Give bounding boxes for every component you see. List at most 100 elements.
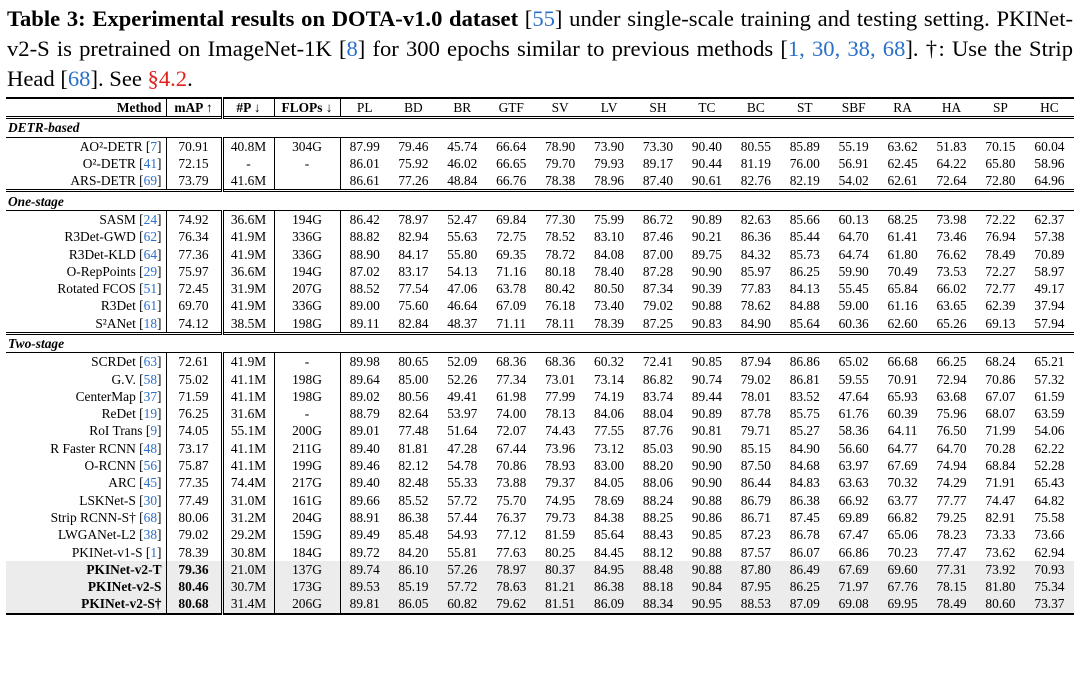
method-cell: ReDet [19]	[101, 406, 162, 422]
map-cell: 73.17	[165, 439, 222, 457]
score-cell: 66.64	[496, 138, 527, 154]
citation[interactable]: 45	[143, 475, 158, 491]
caption: Table 3: Experimental results on DOTA-v1…	[7, 4, 1073, 94]
score-cell: 79.62	[486, 595, 536, 615]
citation[interactable]: 19	[143, 406, 158, 422]
caption-text: ]. See	[90, 66, 148, 91]
citation[interactable]: 38	[143, 527, 158, 543]
citation[interactable]: 68	[143, 509, 158, 525]
score-cell: 86.49	[780, 560, 830, 579]
method-name: PKINet-v1-S	[71, 544, 143, 560]
citation[interactable]: 1, 30, 38, 68	[787, 36, 906, 61]
column-header: SH	[649, 100, 667, 116]
score-cell: 88.48	[633, 560, 683, 579]
score-cell: 82.12	[398, 458, 429, 474]
method-name: RoI Trans	[89, 423, 143, 439]
score-cell: 74.00	[496, 406, 527, 422]
score-cell: 77.31	[927, 560, 976, 579]
score-cell: 84.17	[398, 246, 429, 262]
score-cell: 64.70	[838, 229, 869, 245]
score-cell: 63.78	[496, 281, 527, 297]
citation[interactable]: 41	[143, 156, 158, 172]
score-cell: 90.84	[682, 578, 732, 596]
flops-cell: 211G	[273, 439, 340, 457]
score-cell: 67.47	[838, 527, 869, 543]
map-cell: 74.92	[165, 210, 222, 229]
score-cell: 83.17	[398, 263, 429, 279]
score-cell: 73.96	[545, 440, 576, 456]
citation[interactable]: 48	[143, 440, 158, 456]
score-cell: 62.39	[985, 298, 1016, 314]
citation[interactable]: 68	[67, 66, 91, 91]
score-cell: 87.80	[731, 560, 781, 579]
map-cell: 80.46	[165, 578, 222, 596]
method-name: ReDet	[101, 406, 136, 422]
citation[interactable]: 63	[143, 354, 158, 370]
score-cell: 90.95	[682, 595, 732, 615]
citation[interactable]: 37	[143, 388, 158, 404]
score-cell: 65.06	[887, 527, 918, 543]
score-cell: 84.83	[789, 475, 820, 491]
score-cell: 64.11	[887, 423, 918, 439]
params-cell: 41.9M	[220, 245, 274, 263]
citation[interactable]: 58	[143, 371, 158, 387]
section-link[interactable]: §4.2	[147, 66, 188, 91]
citation[interactable]: 8	[346, 36, 358, 61]
flops-cell: 336G	[273, 245, 340, 263]
score-cell: 72.77	[985, 281, 1016, 297]
table-row: SCRDet [63] 72.61 41.9M -89.98 80.65 52.09 68.…	[6, 352, 1074, 371]
score-cell: 90.88	[691, 298, 722, 314]
score-cell: 90.89	[691, 406, 722, 422]
score-cell: 69.95	[878, 595, 928, 615]
citation[interactable]: 56	[143, 458, 158, 474]
score-cell: 83.10	[594, 229, 625, 245]
score-cell: 64.82	[1034, 492, 1065, 508]
citation[interactable]: 18	[143, 315, 158, 331]
score-cell: 59.00	[838, 298, 869, 314]
score-cell: 71.91	[985, 475, 1016, 491]
citation[interactable]: 64	[143, 246, 158, 262]
score-cell: 90.39	[691, 281, 722, 297]
score-cell: 81.21	[535, 578, 585, 596]
citation[interactable]: 29	[143, 263, 158, 279]
citation[interactable]: 51	[143, 281, 158, 297]
flops-cell: 206G	[273, 595, 340, 615]
score-cell: 88.20	[642, 458, 674, 474]
method-name: ARC	[108, 475, 136, 491]
score-cell: 51.64	[447, 423, 478, 439]
params-cell: 41.9M	[220, 228, 274, 246]
table-row: R Faster RCNN [48] 73.17 41.1M 211G 89.40 81.…	[6, 439, 1074, 457]
score-cell: 88.82	[339, 228, 389, 246]
score-cell: 87.00	[642, 246, 674, 262]
score-cell: 67.69	[829, 560, 879, 579]
score-cell: 77.48	[398, 423, 429, 439]
citation[interactable]: 30	[143, 492, 158, 508]
citation[interactable]: 9	[150, 423, 158, 439]
params-cell: 21.0M	[220, 560, 274, 579]
citation[interactable]: 62	[143, 229, 158, 245]
score-cell: 78.15	[927, 578, 976, 596]
score-cell: 78.49	[927, 595, 976, 615]
score-cell: 68.24	[985, 354, 1016, 370]
citation[interactable]: 7	[150, 138, 158, 154]
params-cell: 31.0M	[220, 491, 274, 509]
score-cell: 83.52	[789, 388, 820, 404]
score-cell: 89.75	[691, 246, 722, 262]
score-cell: 87.02	[339, 262, 389, 280]
score-cell: 82.19	[789, 173, 820, 189]
score-cell: 89.98	[339, 352, 389, 371]
map-cell: 80.68	[165, 595, 222, 615]
citation[interactable]: 55	[532, 6, 555, 31]
citation[interactable]: 1	[150, 544, 158, 560]
method-cell: CenterMap [37]	[75, 388, 162, 404]
score-cell: 79.71	[740, 423, 771, 439]
score-cell: 88.52	[339, 279, 389, 298]
score-cell: 62.60	[887, 315, 918, 331]
params-cell: 36.6M	[220, 262, 274, 280]
score-cell: 63.65	[936, 298, 967, 314]
citation[interactable]: 69	[143, 173, 158, 189]
flops-cell: 336G	[273, 297, 340, 315]
score-cell: 47.28	[447, 440, 478, 456]
citation[interactable]: 24	[143, 211, 158, 227]
citation[interactable]: 61	[143, 298, 158, 314]
